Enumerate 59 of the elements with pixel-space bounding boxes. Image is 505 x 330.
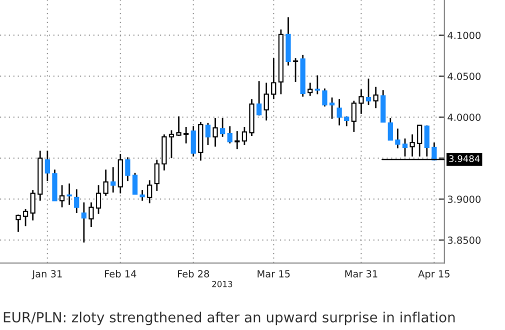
candlestick <box>395 128 400 149</box>
candlestick <box>271 57 276 100</box>
candlestick <box>227 125 232 144</box>
candlestick <box>220 117 226 138</box>
candlestick <box>81 202 86 244</box>
candlestick <box>358 88 364 115</box>
candlestick <box>351 100 356 133</box>
candlestick <box>322 88 328 108</box>
candlestick <box>308 82 313 97</box>
x-axis-title: 2013 <box>212 280 232 288</box>
candlestick <box>74 188 80 214</box>
candlestick <box>410 134 415 158</box>
candlestick <box>59 184 65 208</box>
y-tick-label: 3.8500 <box>448 236 481 244</box>
candlestick <box>96 184 102 215</box>
candlestick <box>184 126 189 144</box>
x-tick-label: Jan 31 <box>32 270 62 280</box>
text: EUR/PLN: zloty strengthened after an upward surprise in inflation <box>4 312 455 326</box>
candlestick <box>110 166 116 194</box>
y-tick-label: 4.0000 <box>448 114 481 121</box>
candlestick <box>22 208 28 227</box>
ref-line-label: 3.9484 <box>449 155 480 162</box>
candlestick <box>242 126 248 146</box>
candlestick <box>336 98 342 126</box>
x-tick-label: Apr 15 <box>418 270 450 280</box>
candlestick <box>388 117 393 141</box>
x-tick-label: Mar 31 <box>345 270 378 278</box>
candlestick <box>212 117 218 148</box>
y-tick-label: 3.9000 <box>448 196 481 203</box>
candlestick <box>256 80 262 116</box>
x-tick-label: Feb 14 <box>105 270 136 278</box>
y-tick-label: 4.0500 <box>448 72 481 80</box>
candlestick <box>16 214 21 233</box>
candlestick <box>205 122 211 146</box>
candlestick <box>125 156 130 182</box>
candlestick <box>176 116 182 137</box>
x-tick-label: Feb 28 <box>178 270 210 278</box>
candlestick <box>132 172 138 195</box>
candlestick <box>66 182 72 206</box>
candlestick <box>44 150 50 182</box>
candlestick <box>402 138 408 158</box>
candlestick <box>30 189 36 222</box>
candlestick <box>168 130 174 159</box>
candlestick <box>366 78 372 106</box>
candlestick <box>103 168 108 197</box>
candlestick <box>190 125 196 158</box>
candlestick <box>147 180 152 204</box>
candlestick <box>154 159 160 192</box>
candlestick <box>417 124 422 158</box>
candlestick <box>234 130 240 150</box>
candlestick <box>424 124 430 158</box>
candlestick <box>373 86 378 109</box>
y-tick-label: 4.1000 <box>448 32 481 40</box>
candlestick <box>88 202 94 228</box>
candlestick <box>140 189 145 202</box>
candlestick <box>264 82 269 122</box>
candlestick <box>329 96 335 120</box>
x-tick-label: Mar 15 <box>258 270 290 278</box>
candlestick <box>292 57 298 83</box>
